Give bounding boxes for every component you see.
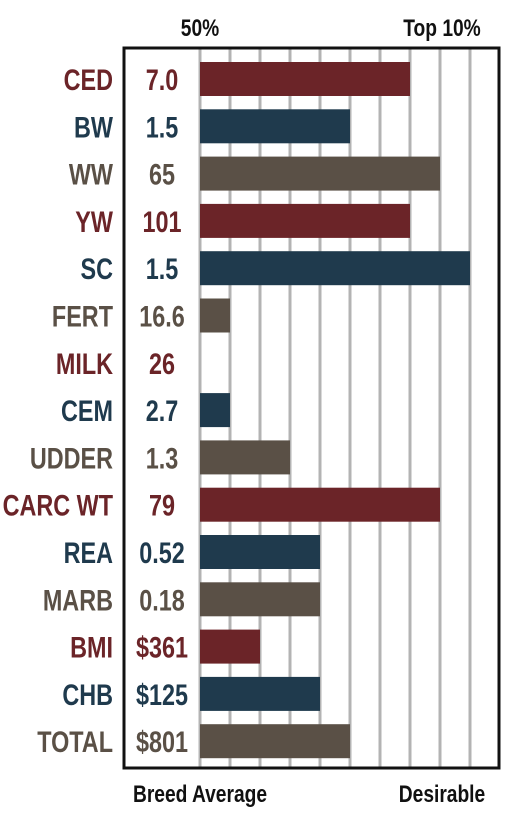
bar-marb	[200, 582, 320, 617]
epd-value-label: 1.5	[146, 252, 179, 285]
epd-value-label: 7.0	[146, 63, 179, 96]
bar-rea	[200, 535, 320, 569]
epd-value-label: 79	[149, 489, 175, 522]
bar-bmi	[200, 629, 260, 664]
bar-ww	[200, 156, 440, 191]
category-label: CEM	[61, 394, 113, 427]
category-label: CARC WT	[3, 489, 114, 522]
top-label-top10: Top 10%	[403, 14, 480, 42]
category-label: MARB	[43, 584, 113, 617]
epd-value-label: 65	[149, 158, 175, 191]
bar-carc-wt	[200, 487, 440, 522]
epd-value-label: 0.18	[139, 584, 185, 617]
category-label: WW	[69, 158, 114, 191]
bar-yw	[200, 203, 410, 238]
category-label: CED	[64, 63, 113, 96]
category-label: SC	[81, 252, 113, 285]
epd-value-label: 0.52	[139, 536, 185, 569]
category-label: TOTAL	[37, 725, 113, 758]
bar-chb	[200, 676, 320, 711]
epd-value-label: 2.7	[146, 394, 179, 427]
plot-frame	[122, 46, 501, 770]
category-label: UDDER	[30, 442, 113, 475]
bar-total	[200, 724, 350, 759]
bar-ced	[200, 62, 410, 96]
epd-value-label: 101	[142, 205, 181, 238]
bars	[200, 62, 470, 759]
category-label: FERT	[52, 300, 114, 333]
bar-udder	[200, 440, 290, 475]
epd-value-label: 1.3	[146, 442, 179, 475]
epd-value-label: 1.5	[146, 111, 179, 144]
bottom-label-desirable: Desirable	[399, 780, 485, 808]
category-label: BMI	[70, 631, 113, 664]
bar-bw	[200, 109, 350, 144]
labels: CED 7.0 BW 1.5 WW 65 YW 101 SC 1.5 FERT 16.6 MILK 26 C…	[3, 63, 188, 759]
top-label-50: 50%	[181, 14, 219, 42]
category-label: MILK	[56, 347, 114, 380]
bar-sc	[200, 251, 470, 286]
category-label: CHB	[62, 678, 113, 711]
bar-fert	[200, 298, 230, 333]
epd-value-label: $361	[136, 631, 188, 664]
category-label: YW	[75, 205, 113, 238]
category-label: REA	[64, 536, 113, 569]
bottom-label-breed-average: Breed Average	[133, 780, 267, 808]
epd-value-label: 26	[149, 347, 175, 380]
epd-value-label: 16.6	[139, 300, 185, 333]
bar-cem	[200, 393, 230, 428]
epd-value-label: $801	[136, 725, 188, 758]
category-label: BW	[74, 111, 114, 144]
epd-value-label: $125	[136, 678, 188, 711]
